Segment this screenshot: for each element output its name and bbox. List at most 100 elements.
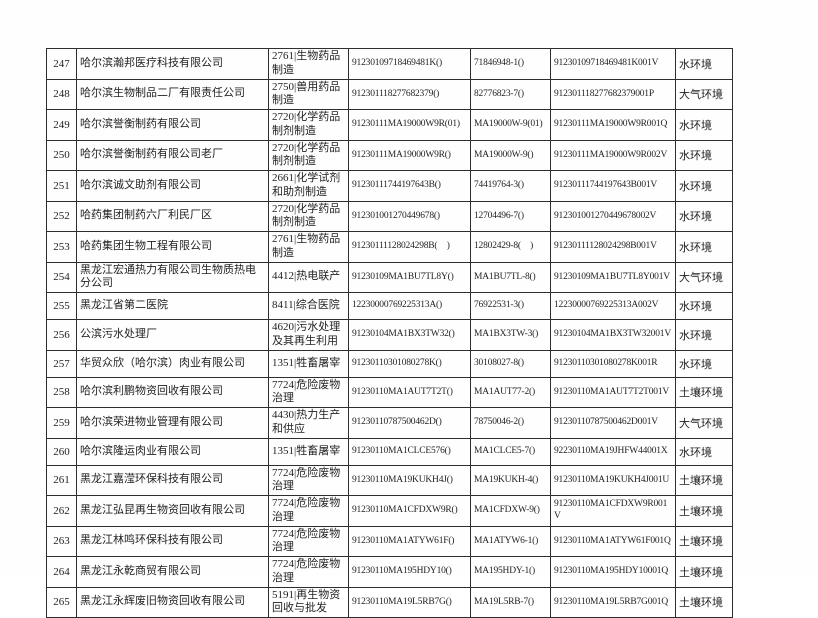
- row-number: 247: [46, 48, 77, 80]
- environment-category: 水环境: [675, 231, 733, 263]
- industry-code-name: 7724|危险废物治理: [268, 556, 349, 588]
- company-name: 黑龙江嘉滢环保科技有限公司: [76, 464, 269, 496]
- credit-code: 912301118277682379(): [348, 78, 471, 110]
- permit-code: 91230109718469481K001V: [550, 48, 676, 80]
- table-row: 264 黑龙江永乾商贸有限公司 7724|危险废物治理 91230110MA19…: [46, 556, 733, 588]
- org-code: MA19L5RB-7(): [470, 586, 551, 618]
- credit-code: 91230104MA1BX3TW32(): [348, 319, 471, 351]
- industry-code-name: 2720|化学药品制剂制造: [268, 109, 349, 141]
- permit-code: 92230110MA19JHFW44001X: [550, 437, 676, 466]
- row-number: 253: [46, 231, 77, 263]
- table-row: 258 哈尔滨利鹏物资回收有限公司 7724|危险废物治理 91230110MA…: [46, 376, 733, 408]
- company-name: 哈药集团制药六厂利民厂区: [76, 200, 269, 232]
- industry-code-name: 5191|再生物资回收与批发: [268, 586, 349, 618]
- credit-code: 91230110787500462D(): [348, 407, 471, 439]
- credit-code: 12230000769225313A(): [348, 292, 471, 320]
- environment-category: 大气环境: [675, 407, 733, 439]
- table-row: 257 华贸众欣（哈尔滨）肉业有限公司 1351|牲畜屠宰 9123011030…: [46, 349, 733, 378]
- credit-code: 912301001270449678(): [348, 200, 471, 232]
- table-row: 249 哈尔滨誉衡制药有限公司 2720|化学药品制剂制造 91230111MA…: [46, 109, 733, 141]
- row-number: 252: [46, 200, 77, 232]
- industry-code-name: 7724|危险废物治理: [268, 464, 349, 496]
- industry-code-name: 2750|兽用药品制造: [268, 78, 349, 110]
- org-code: 74419764-3(): [470, 170, 551, 202]
- table-body: 247 哈尔滨瀚邦医疗科技有限公司 2761|生物药品制造 9123010971…: [46, 48, 733, 618]
- permit-code: 91230109MA1BU7TL8Y001V: [550, 261, 676, 293]
- environment-category: 土壤环境: [675, 556, 733, 588]
- permit-code: 91230110MA19L5RB7G001Q: [550, 586, 676, 618]
- row-number: 257: [46, 349, 77, 378]
- row-number: 258: [46, 376, 77, 408]
- permit-code: 91230111MA19000W9R002V: [550, 139, 676, 171]
- environment-category: 水环境: [675, 319, 733, 351]
- org-code: MA195HDY-1(): [470, 556, 551, 588]
- org-code: 12704496-7(): [470, 200, 551, 232]
- row-number: 264: [46, 556, 77, 588]
- environment-category: 水环境: [675, 349, 733, 378]
- environment-category: 土壤环境: [675, 464, 733, 496]
- org-code: 12802429-8( ): [470, 231, 551, 263]
- industry-code-name: 2761|生物药品制造: [268, 48, 349, 80]
- row-number: 256: [46, 319, 77, 351]
- table-row: 250 哈尔滨誉衡制药有限公司老厂 2720|化学药品制剂制造 91230111…: [46, 139, 733, 171]
- org-code: MA1BU7TL-8(): [470, 261, 551, 293]
- company-name: 黑龙江永乾商贸有限公司: [76, 556, 269, 588]
- company-name: 哈尔滨利鹏物资回收有限公司: [76, 376, 269, 408]
- industry-code-name: 4412|热电联产: [268, 261, 349, 293]
- permit-code: 91230110787500462D001V: [550, 407, 676, 439]
- permit-code: 91230110MA1AUT7T2T001V: [550, 376, 676, 408]
- company-name: 哈药集团生物工程有限公司: [76, 231, 269, 263]
- industry-code-name: 1351|牲畜屠宰: [268, 437, 349, 466]
- credit-code: 91230110MA1CLCE576(): [348, 437, 471, 466]
- environment-category: 水环境: [675, 200, 733, 232]
- industry-code-name: 7724|危险废物治理: [268, 495, 349, 527]
- row-number: 263: [46, 525, 77, 557]
- company-name: 黑龙江宏通热力有限公司生物质热电分公司: [76, 261, 269, 293]
- row-number: 261: [46, 464, 77, 496]
- permit-code: 91230111128024298B001V: [550, 231, 676, 263]
- industry-code-name: 2720|化学药品制剂制造: [268, 200, 349, 232]
- permit-code: 91230111MA19000W9R001Q: [550, 109, 676, 141]
- credit-code: 91230110MA1ATYW61F(): [348, 525, 471, 557]
- org-code: MA19000W-9(01): [470, 109, 551, 141]
- row-number: 249: [46, 109, 77, 141]
- credit-code: 91230111MA19000W9R(01): [348, 109, 471, 141]
- industry-code-name: 2761|生物药品制造: [268, 231, 349, 263]
- org-code: MA19000W-9(): [470, 139, 551, 171]
- table-row: 248 哈尔滨生物制品二厂有限责任公司 2750|兽用药品制造 91230111…: [46, 78, 733, 110]
- company-name: 哈尔滨誉衡制药有限公司: [76, 109, 269, 141]
- environment-category: 土壤环境: [675, 525, 733, 557]
- credit-code: 91230110MA1AUT7T2T(): [348, 376, 471, 408]
- credit-code: 91230111128024298B( ): [348, 231, 471, 263]
- permit-code: 91230110301080278K001R: [550, 349, 676, 378]
- credit-code: 91230109MA1BU7TL8Y(): [348, 261, 471, 293]
- org-code: MA1ATYW6-1(): [470, 525, 551, 557]
- table-row: 254 黑龙江宏通热力有限公司生物质热电分公司 4412|热电联产 912301…: [46, 261, 733, 293]
- permit-code: 912301001270449678002V: [550, 200, 676, 232]
- industry-code-name: 4430|热力生产和供应: [268, 407, 349, 439]
- row-number: 251: [46, 170, 77, 202]
- company-name: 哈尔滨诚文助剂有限公司: [76, 170, 269, 202]
- company-name: 黑龙江弘昆再生物资回收有限公司: [76, 495, 269, 527]
- table-row: 265 黑龙江永辉废旧物资回收有限公司 5191|再生物资回收与批发 91230…: [46, 586, 733, 618]
- company-name: 哈尔滨隆运肉业有限公司: [76, 437, 269, 466]
- permit-code: 91230110MA19KUKH4J001U: [550, 464, 676, 496]
- credit-code: 91230109718469481K(): [348, 48, 471, 80]
- industry-code-name: 8411|综合医院: [268, 292, 349, 320]
- row-number: 265: [46, 586, 77, 618]
- table-row: 261 黑龙江嘉滢环保科技有限公司 7724|危险废物治理 91230110MA…: [46, 464, 733, 496]
- environment-category: 土壤环境: [675, 495, 733, 527]
- credit-code: 91230111MA19000W9R(): [348, 139, 471, 171]
- org-code: MA1CLCE5-7(): [470, 437, 551, 466]
- industry-code-name: 7724|危险废物治理: [268, 376, 349, 408]
- permit-code: 91230110MA1CFDXW9R001V: [550, 495, 676, 527]
- company-name: 黑龙江永辉废旧物资回收有限公司: [76, 586, 269, 618]
- permit-code: 91230111744197643B001V: [550, 170, 676, 202]
- industry-code-name: 7724|危险废物治理: [268, 525, 349, 557]
- company-name: 哈尔滨瀚邦医疗科技有限公司: [76, 48, 269, 80]
- environment-category: 水环境: [675, 170, 733, 202]
- environment-category: 土壤环境: [675, 376, 733, 408]
- table-row: 253 哈药集团生物工程有限公司 2761|生物药品制造 91230111128…: [46, 231, 733, 263]
- industry-code-name: 1351|牲畜屠宰: [268, 349, 349, 378]
- environment-category: 水环境: [675, 292, 733, 320]
